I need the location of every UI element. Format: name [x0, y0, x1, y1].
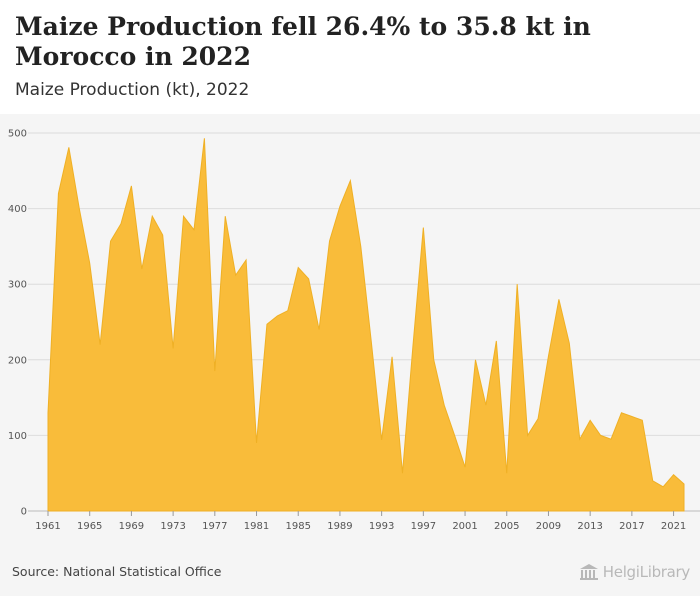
- data-point[interactable]: [599, 434, 602, 437]
- data-point[interactable]: [484, 404, 487, 407]
- data-point[interactable]: [151, 215, 154, 218]
- data-point[interactable]: [568, 342, 571, 345]
- data-point[interactable]: [140, 268, 143, 271]
- y-tick-label: 0: [21, 507, 27, 518]
- data-point[interactable]: [505, 472, 508, 475]
- data-point[interactable]: [672, 473, 675, 476]
- data-point[interactable]: [286, 309, 289, 312]
- helgi-library-logo[interactable]: HelgiLibrary: [579, 560, 690, 584]
- data-point[interactable]: [526, 434, 529, 437]
- x-tick-label: 1969: [119, 521, 144, 532]
- data-point[interactable]: [683, 482, 686, 485]
- data-point[interactable]: [662, 485, 665, 488]
- x-tick-label: 2005: [494, 521, 519, 532]
- area-series: [47, 137, 686, 512]
- data-point[interactable]: [276, 314, 279, 317]
- x-tick-label: 1981: [244, 521, 269, 532]
- data-point[interactable]: [422, 226, 425, 229]
- data-point[interactable]: [432, 358, 435, 361]
- data-point[interactable]: [172, 347, 175, 350]
- x-tick-label: 1961: [35, 521, 60, 532]
- y-tick-label: 100: [8, 431, 27, 442]
- x-tick-label: 1977: [202, 521, 227, 532]
- x-tick-label: 1997: [411, 521, 436, 532]
- library-building-icon: [579, 564, 598, 580]
- x-tick-label: 1993: [369, 521, 394, 532]
- data-point[interactable]: [192, 228, 195, 231]
- data-point[interactable]: [537, 417, 540, 420]
- chart-header: Maize Production fell 26.4% to 35.8 kt i…: [0, 0, 700, 112]
- data-point[interactable]: [359, 245, 362, 248]
- data-point[interactable]: [47, 411, 50, 414]
- data-point[interactable]: [255, 441, 258, 444]
- data-point[interactable]: [578, 438, 581, 441]
- data-point[interactable]: [213, 370, 216, 373]
- data-point[interactable]: [547, 355, 550, 358]
- data-point[interactable]: [370, 339, 373, 342]
- maize-production-area: [47, 138, 685, 512]
- x-tick-label: 2001: [452, 521, 477, 532]
- data-point[interactable]: [328, 240, 331, 243]
- data-point[interactable]: [161, 234, 164, 237]
- data-point[interactable]: [78, 207, 81, 210]
- data-point[interactable]: [245, 259, 248, 262]
- x-tick-label: 2009: [536, 521, 561, 532]
- y-tick-label: 500: [8, 129, 27, 140]
- data-point[interactable]: [453, 434, 456, 437]
- data-point[interactable]: [589, 419, 592, 422]
- x-axis-ticks: 1961 1965 1969 1973 1977 1981 1985 1989 1993 1997…: [35, 511, 686, 532]
- x-tick-label: 1989: [327, 521, 352, 532]
- x-tick-label: 2013: [577, 521, 602, 532]
- y-tick-label: 400: [8, 204, 27, 215]
- source-note: Source: National Statistical Office: [12, 564, 222, 579]
- y-tick-label: 200: [8, 355, 27, 366]
- data-point[interactable]: [57, 192, 60, 195]
- data-point[interactable]: [67, 146, 70, 149]
- data-point[interactable]: [391, 355, 394, 358]
- data-point[interactable]: [641, 419, 644, 422]
- x-tick-label: 1985: [286, 521, 311, 532]
- data-point[interactable]: [651, 479, 654, 482]
- data-point[interactable]: [203, 137, 206, 140]
- data-point[interactable]: [234, 274, 237, 277]
- x-tick-label: 1973: [160, 521, 185, 532]
- x-tick-label: 2021: [661, 521, 686, 532]
- data-point[interactable]: [297, 266, 300, 269]
- data-point[interactable]: [130, 184, 133, 187]
- chart-subtitle: Maize Production (kt), 2022: [15, 80, 250, 100]
- data-point[interactable]: [380, 438, 383, 441]
- data-point[interactable]: [495, 339, 498, 342]
- data-point[interactable]: [620, 411, 623, 414]
- data-point[interactable]: [610, 438, 613, 441]
- chart-title: Maize Production fell 26.4% to 35.8 kt i…: [15, 12, 591, 71]
- data-point[interactable]: [318, 328, 321, 331]
- data-point[interactable]: [443, 404, 446, 407]
- x-tick-label: 2017: [619, 521, 644, 532]
- data-point[interactable]: [109, 240, 112, 243]
- data-point[interactable]: [265, 323, 268, 326]
- data-point[interactable]: [182, 215, 185, 218]
- data-point[interactable]: [557, 298, 560, 301]
- data-point[interactable]: [474, 358, 477, 361]
- data-point[interactable]: [307, 277, 310, 280]
- y-axis-ticks: 0 100 200 300 400 500: [8, 129, 27, 518]
- data-point[interactable]: [119, 222, 122, 225]
- data-point[interactable]: [630, 415, 633, 418]
- data-point[interactable]: [464, 466, 467, 469]
- data-point[interactable]: [99, 343, 102, 346]
- logo-text: HelgiLibrary: [602, 563, 691, 581]
- data-point[interactable]: [224, 215, 227, 218]
- data-point[interactable]: [338, 205, 341, 208]
- data-point[interactable]: [88, 262, 91, 265]
- data-point[interactable]: [401, 472, 404, 475]
- y-tick-label: 300: [8, 280, 27, 291]
- x-tick-label: 1965: [77, 521, 102, 532]
- data-point[interactable]: [411, 345, 414, 348]
- data-point[interactable]: [516, 283, 519, 286]
- data-point[interactable]: [349, 179, 352, 182]
